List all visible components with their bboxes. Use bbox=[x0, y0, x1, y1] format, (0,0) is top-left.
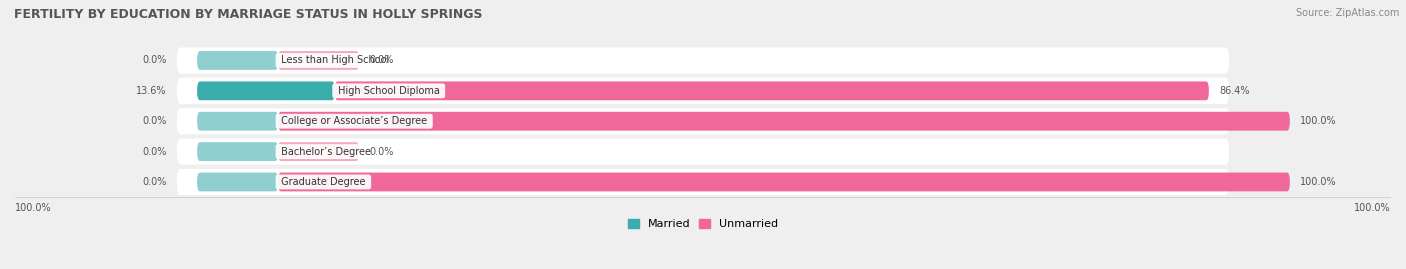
Text: 100.0%: 100.0% bbox=[1301, 116, 1337, 126]
Text: Source: ZipAtlas.com: Source: ZipAtlas.com bbox=[1295, 8, 1399, 18]
FancyBboxPatch shape bbox=[197, 82, 335, 100]
FancyBboxPatch shape bbox=[335, 82, 1209, 100]
FancyBboxPatch shape bbox=[197, 172, 278, 191]
FancyBboxPatch shape bbox=[177, 108, 1229, 134]
Text: 0.0%: 0.0% bbox=[370, 147, 394, 157]
FancyBboxPatch shape bbox=[197, 112, 278, 131]
Text: FERTILITY BY EDUCATION BY MARRIAGE STATUS IN HOLLY SPRINGS: FERTILITY BY EDUCATION BY MARRIAGE STATU… bbox=[14, 8, 482, 21]
Text: 100.0%: 100.0% bbox=[15, 203, 52, 213]
Text: 0.0%: 0.0% bbox=[370, 55, 394, 65]
Text: Graduate Degree: Graduate Degree bbox=[278, 177, 368, 187]
Text: High School Diploma: High School Diploma bbox=[335, 86, 443, 96]
Text: 0.0%: 0.0% bbox=[142, 147, 167, 157]
FancyBboxPatch shape bbox=[278, 142, 359, 161]
FancyBboxPatch shape bbox=[177, 139, 1229, 165]
FancyBboxPatch shape bbox=[177, 47, 1229, 73]
FancyBboxPatch shape bbox=[278, 172, 1289, 191]
Text: 13.6%: 13.6% bbox=[136, 86, 167, 96]
Text: College or Associate’s Degree: College or Associate’s Degree bbox=[278, 116, 430, 126]
Text: Less than High School: Less than High School bbox=[278, 55, 392, 65]
Text: 86.4%: 86.4% bbox=[1219, 86, 1250, 96]
Text: 100.0%: 100.0% bbox=[1301, 177, 1337, 187]
FancyBboxPatch shape bbox=[177, 169, 1229, 195]
FancyBboxPatch shape bbox=[278, 51, 359, 70]
FancyBboxPatch shape bbox=[197, 51, 278, 70]
FancyBboxPatch shape bbox=[278, 112, 1289, 131]
FancyBboxPatch shape bbox=[177, 78, 1229, 104]
FancyBboxPatch shape bbox=[197, 142, 278, 161]
Text: 0.0%: 0.0% bbox=[142, 55, 167, 65]
Text: 0.0%: 0.0% bbox=[142, 177, 167, 187]
Text: 100.0%: 100.0% bbox=[1354, 203, 1391, 213]
Legend: Married, Unmarried: Married, Unmarried bbox=[623, 215, 783, 234]
Text: 0.0%: 0.0% bbox=[142, 116, 167, 126]
Text: Bachelor’s Degree: Bachelor’s Degree bbox=[278, 147, 374, 157]
